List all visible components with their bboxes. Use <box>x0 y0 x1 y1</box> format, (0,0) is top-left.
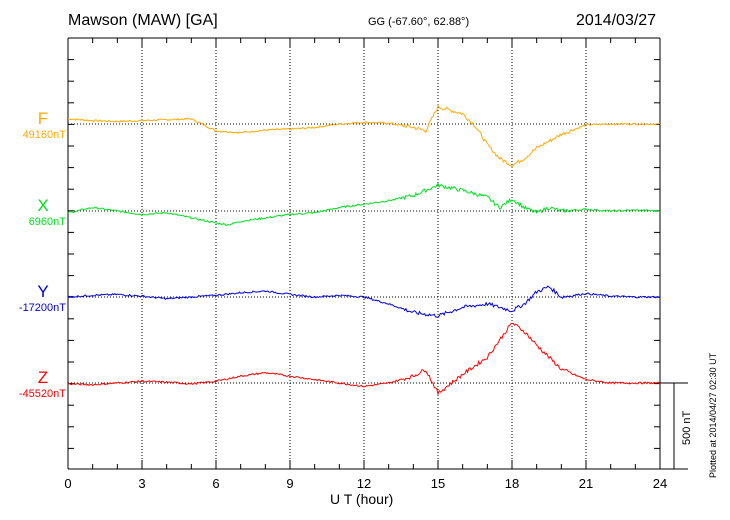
x-axis-title: U T (hour) <box>330 491 394 507</box>
series-name-z: Z <box>37 368 49 387</box>
scale-bar-label: 500 nT <box>681 410 693 445</box>
series-line-f <box>67 103 661 168</box>
x-tick-label: 6 <box>212 476 219 491</box>
date-label: 2014/03/27 <box>576 12 657 29</box>
series-name-y: Y <box>37 282 49 301</box>
series-baseline-f: 49160nT <box>22 129 66 141</box>
series-line-y <box>67 285 661 318</box>
series-name-x: X <box>37 196 49 215</box>
x-tick-label: 0 <box>64 476 71 491</box>
x-tick-label: 24 <box>653 476 667 491</box>
x-tick-label: 3 <box>138 476 145 491</box>
series-line-x <box>67 182 661 226</box>
plotted-at-note: Plotted at 2014/04/27 02:30 UT <box>708 352 718 478</box>
x-tick-label: 18 <box>505 476 519 491</box>
x-tick-label: 21 <box>579 476 593 491</box>
series-baseline-x: 6960nT <box>28 216 66 228</box>
series-name-f: F <box>37 109 49 128</box>
series-baseline-y: -17200nT <box>18 302 66 314</box>
station-title: Mawson (MAW) [GA] <box>68 12 218 29</box>
x-tick-label: 12 <box>357 476 371 491</box>
coordinates-label: GG (-67.60°, 62.88°) <box>368 16 470 28</box>
series-baseline-z: -45520nT <box>18 388 66 400</box>
x-tick-label: 9 <box>286 476 293 491</box>
x-tick-label: 15 <box>431 476 445 491</box>
series-line-z <box>67 322 661 396</box>
